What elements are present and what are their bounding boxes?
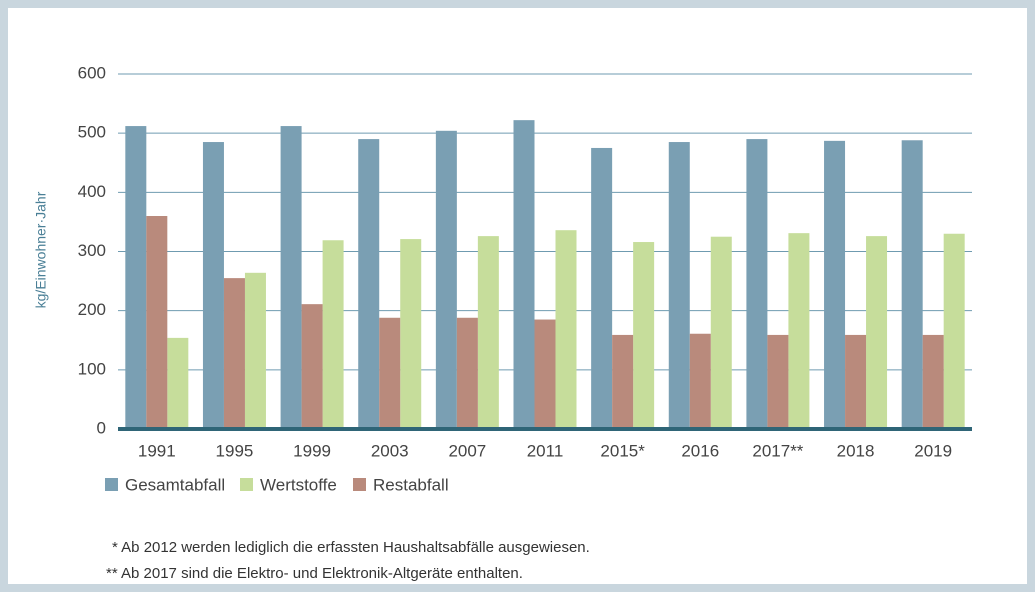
y-tick-label: 600: [78, 63, 106, 82]
bar: [146, 216, 168, 429]
bar: [591, 147, 613, 430]
legend-label: Gesamtabfall: [125, 475, 225, 494]
x-tick-label: 2018: [837, 441, 875, 460]
bar: [668, 142, 690, 429]
bar: [322, 240, 344, 429]
legend-swatch: [240, 478, 253, 491]
footnote: * Ab 2012 werden lediglich die erfassten…: [112, 539, 590, 556]
bar: [358, 139, 380, 430]
legend-label: Wertstoffe: [260, 475, 337, 494]
bar: [223, 278, 245, 429]
y-tick-label: 400: [78, 182, 106, 201]
bar: [943, 233, 965, 429]
x-tick-label: 2003: [371, 441, 409, 460]
bar: [633, 242, 655, 429]
bar: [202, 142, 224, 429]
x-tick-label: 2019: [914, 441, 952, 460]
bar: [244, 272, 266, 429]
legend-swatch: [353, 478, 366, 491]
bar: [280, 126, 302, 430]
bar: [167, 337, 189, 429]
x-tick-label: 2017**: [752, 441, 803, 460]
y-tick-label: 300: [78, 241, 106, 260]
x-tick-label: 2016: [681, 441, 719, 460]
legend-label: Restabfall: [373, 475, 449, 494]
bar: [125, 126, 147, 430]
bar: [689, 333, 711, 429]
bar: [845, 334, 867, 429]
bar: [400, 239, 422, 429]
y-axis-label: kg/Einwohner·Jahr: [33, 191, 49, 308]
bar: [555, 230, 577, 429]
bar: [612, 334, 634, 429]
bar: [301, 304, 323, 429]
bar: [866, 236, 888, 429]
x-tick-label: 1995: [216, 441, 254, 460]
y-tick-label: 200: [78, 300, 106, 319]
bar: [746, 139, 768, 430]
bar: [435, 130, 457, 430]
bar: [477, 236, 499, 429]
bar: [922, 334, 944, 429]
bar: [788, 233, 810, 429]
legend-swatch: [105, 478, 118, 491]
x-tick-label: 2011: [527, 441, 564, 460]
y-tick-label: 100: [78, 359, 106, 378]
x-tick-label: 1991: [138, 441, 176, 460]
y-tick-label: 500: [78, 123, 106, 142]
bar: [379, 317, 401, 429]
bar: [513, 120, 535, 430]
bar: [767, 334, 789, 429]
footnote: ** Ab 2017 sind die Elektro- und Elektro…: [106, 565, 523, 582]
x-tick-label: 2015*: [600, 441, 645, 460]
x-tick-label: 1999: [293, 441, 331, 460]
bar: [901, 140, 923, 429]
bar: [824, 140, 846, 429]
x-tick-label: 2007: [448, 441, 486, 460]
bar: [456, 317, 478, 429]
y-tick-label: 0: [97, 418, 106, 437]
bar: [534, 319, 556, 429]
bar: [710, 236, 732, 429]
